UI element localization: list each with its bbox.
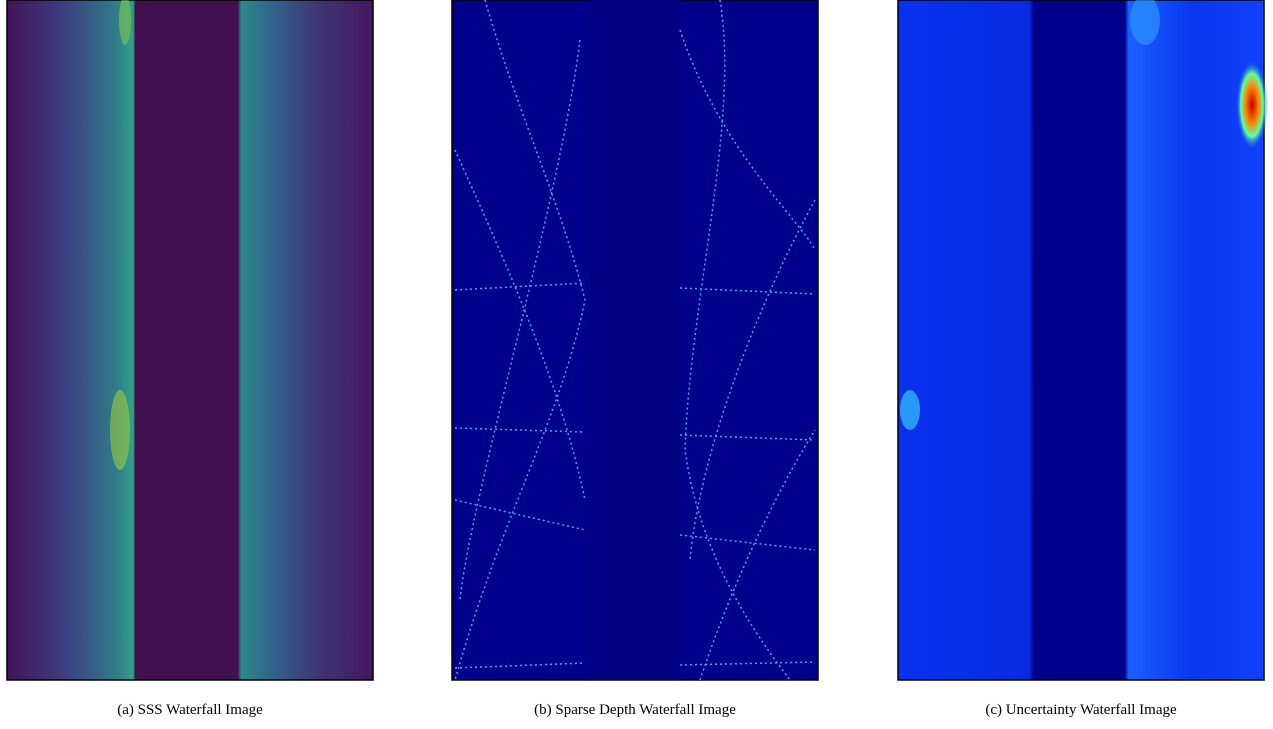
depth-track [689, 199, 816, 561]
figure [6, 0, 1268, 681]
depth-track [454, 149, 586, 501]
uncertainty-hotspot [1236, 60, 1268, 150]
depth-track [684, 0, 791, 681]
depth-gap [590, 0, 680, 680]
depth-track [679, 29, 816, 251]
sss-highlight [119, 0, 131, 45]
caption: (c) Uncertainty Waterfall Image [985, 702, 1177, 718]
depth-tracks [454, 0, 816, 681]
depth-track [459, 39, 581, 601]
caption: (a) SSS Waterfall Image [117, 702, 263, 718]
sss-highlight [110, 390, 130, 470]
sss-image [6, 0, 374, 681]
uncertainty-highlight [1130, 0, 1160, 45]
uncertainty-highlight [900, 390, 920, 430]
uncertainty-image [897, 0, 1265, 681]
depth-track [454, 282, 816, 669]
caption: (b) Sparse Depth Waterfall Image [534, 702, 736, 718]
depth-track [454, 0, 586, 681]
